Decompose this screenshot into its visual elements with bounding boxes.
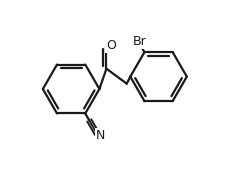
Text: N: N xyxy=(96,129,105,142)
Text: Br: Br xyxy=(132,35,146,48)
Text: O: O xyxy=(106,39,116,52)
